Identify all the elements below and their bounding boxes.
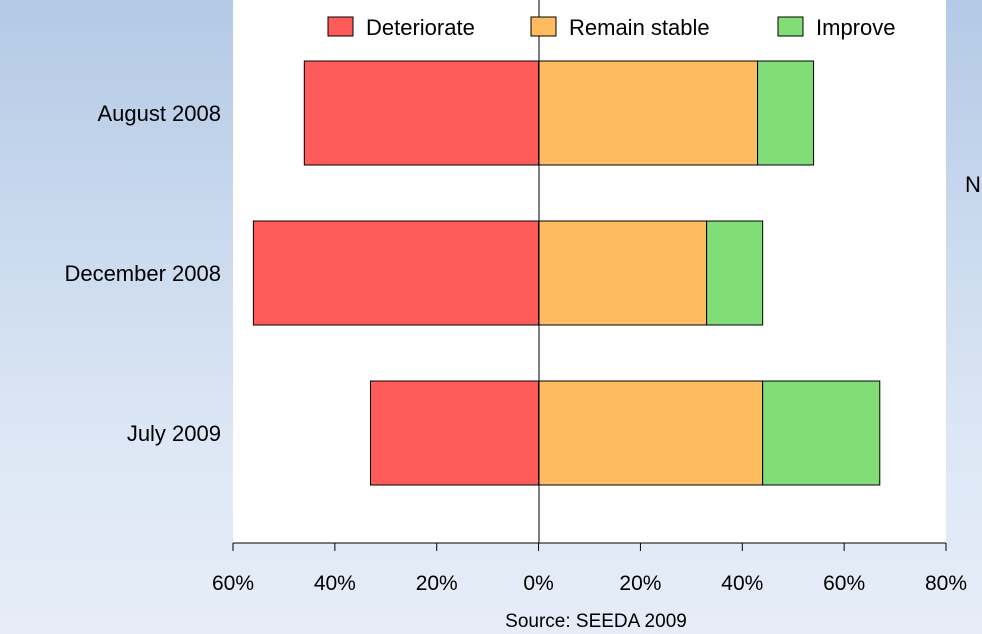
legend-label-improve: Improve: [816, 15, 895, 40]
source-label: Source: SEEDA 2009: [505, 611, 687, 632]
legend-swatch-improve: [777, 16, 804, 37]
bar-improve-august-2008: [757, 60, 815, 166]
bar-deteriorate-december-2008: [252, 220, 540, 326]
category-labels: August 2008 December 2008 July 2009: [64, 101, 221, 446]
category-label: July 2009: [127, 421, 221, 446]
x-tick-label: 80%: [925, 572, 967, 595]
bar-remain-stable-july-2009: [538, 380, 764, 486]
bar-remain-stable-december-2008: [538, 220, 708, 326]
bar-deteriorate-july-2009: [370, 380, 540, 486]
bar-deteriorate-august-2008: [303, 60, 540, 166]
legend-swatch-remain-stable: [530, 16, 557, 37]
x-axis-ticks: 60% 40% 20% 0% 20% 40% 60% 80%: [212, 543, 967, 595]
bars-group: [252, 60, 881, 486]
x-tick-label: 0%: [523, 572, 553, 595]
x-tick-label: 40%: [721, 572, 763, 595]
legend-label-remain-stable: Remain stable: [569, 15, 710, 40]
x-tick-label: 20%: [619, 572, 661, 595]
legend: Deteriorate Remain stable Improve: [327, 15, 895, 40]
legend-swatch-deteriorate: [327, 16, 354, 37]
legend-label-deteriorate: Deteriorate: [366, 15, 475, 40]
x-tick-label: 60%: [823, 572, 865, 595]
side-text: N: [965, 172, 981, 197]
bar-remain-stable-august-2008: [538, 60, 759, 166]
bar-improve-december-2008: [706, 220, 764, 326]
bar-improve-july-2009: [762, 380, 881, 486]
x-tick-label: 40%: [314, 572, 356, 595]
x-tick-label: 60%: [212, 572, 254, 595]
category-label: December 2008: [64, 261, 221, 286]
category-label: August 2008: [97, 101, 221, 126]
x-tick-label: 20%: [416, 572, 458, 595]
